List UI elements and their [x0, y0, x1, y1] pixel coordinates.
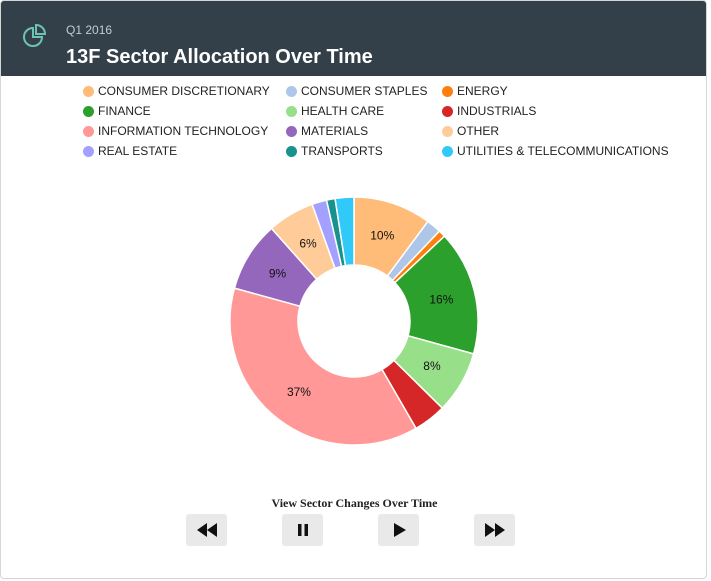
donut-svg: 10% 16% 8% 37% 9% 6% — [229, 196, 479, 446]
legend-item: UTILITIES & TELECOMMUNICATIONS — [442, 144, 669, 158]
legend-swatch — [286, 85, 297, 97]
legend-item: CONSUMER STAPLES — [286, 84, 427, 98]
slice-data-label: 8% — [423, 359, 441, 373]
slice-data-label: 6% — [299, 237, 317, 251]
legend-item: FINANCE — [83, 104, 151, 118]
play-button[interactable] — [378, 514, 419, 546]
legend-item: ENERGY — [442, 84, 508, 98]
legend-swatch — [442, 85, 453, 97]
pie-slice[interactable] — [229, 287, 418, 446]
legend-swatch — [83, 85, 94, 97]
legend-swatch — [442, 145, 453, 157]
pause-icon — [297, 524, 308, 536]
rewind-icon — [196, 523, 217, 537]
legend-swatch — [83, 145, 94, 157]
legend-item: MATERIALS — [286, 124, 368, 138]
legend-item: INDUSTRIALS — [442, 104, 536, 118]
legend-label: OTHER — [457, 124, 499, 138]
legend-label: TRANSPORTS — [301, 144, 383, 158]
pie-slice[interactable] — [334, 196, 355, 267]
fast-forward-icon — [484, 523, 505, 537]
page-title: 13F Sector Allocation Over Time — [66, 46, 373, 68]
legend-label: CONSUMER DISCRETIONARY — [98, 84, 270, 98]
pie-chart-icon — [23, 23, 47, 47]
controls-label: View Sector Changes Over Time — [271, 496, 438, 510]
legend-swatch — [442, 105, 453, 117]
legend-swatch — [286, 125, 297, 137]
legend-item: CONSUMER DISCRETIONARY — [83, 84, 270, 98]
legend-label: FINANCE — [98, 104, 151, 118]
legend-label: MATERIALS — [301, 124, 369, 138]
legend-item: INFORMATION TECHNOLOGY — [83, 124, 268, 138]
legend-label: REAL ESTATE — [98, 144, 178, 158]
legend-swatch — [83, 105, 94, 117]
period-label: Q1 2016 — [66, 23, 113, 37]
slice-data-label: 16% — [429, 292, 453, 306]
legend-label: INDUSTRIALS — [457, 104, 537, 118]
legend-label: UTILITIES & TELECOMMUNICATIONS — [457, 144, 669, 158]
slice-data-label: 9% — [269, 267, 287, 281]
legend-label: INFORMATION TECHNOLOGY — [98, 124, 269, 138]
legend-swatch — [83, 125, 94, 137]
donut-chart: 10% 16% 8% 37% 9% 6% — [1, 181, 706, 461]
legend-label: HEALTH CARE — [301, 104, 385, 118]
legend-label: CONSUMER STAPLES — [301, 84, 428, 98]
play-icon — [393, 523, 406, 537]
fast-forward-button[interactable] — [474, 514, 515, 546]
legend-swatch — [442, 125, 453, 137]
legend-swatch — [286, 105, 297, 117]
slice-data-label: 37% — [287, 385, 311, 399]
legend-item: REAL ESTATE — [83, 144, 177, 158]
slice-data-label: 10% — [370, 229, 394, 243]
legend-swatch — [286, 145, 297, 157]
rewind-button[interactable] — [186, 514, 227, 546]
legend-label: ENERGY — [457, 84, 508, 98]
legend-item: HEALTH CARE — [286, 104, 384, 118]
pause-button[interactable] — [282, 514, 323, 546]
legend-item: OTHER — [442, 124, 499, 138]
card-header: Q1 2016 13F Sector Allocation Over Time — [1, 1, 706, 76]
legend-item: TRANSPORTS — [286, 144, 383, 158]
